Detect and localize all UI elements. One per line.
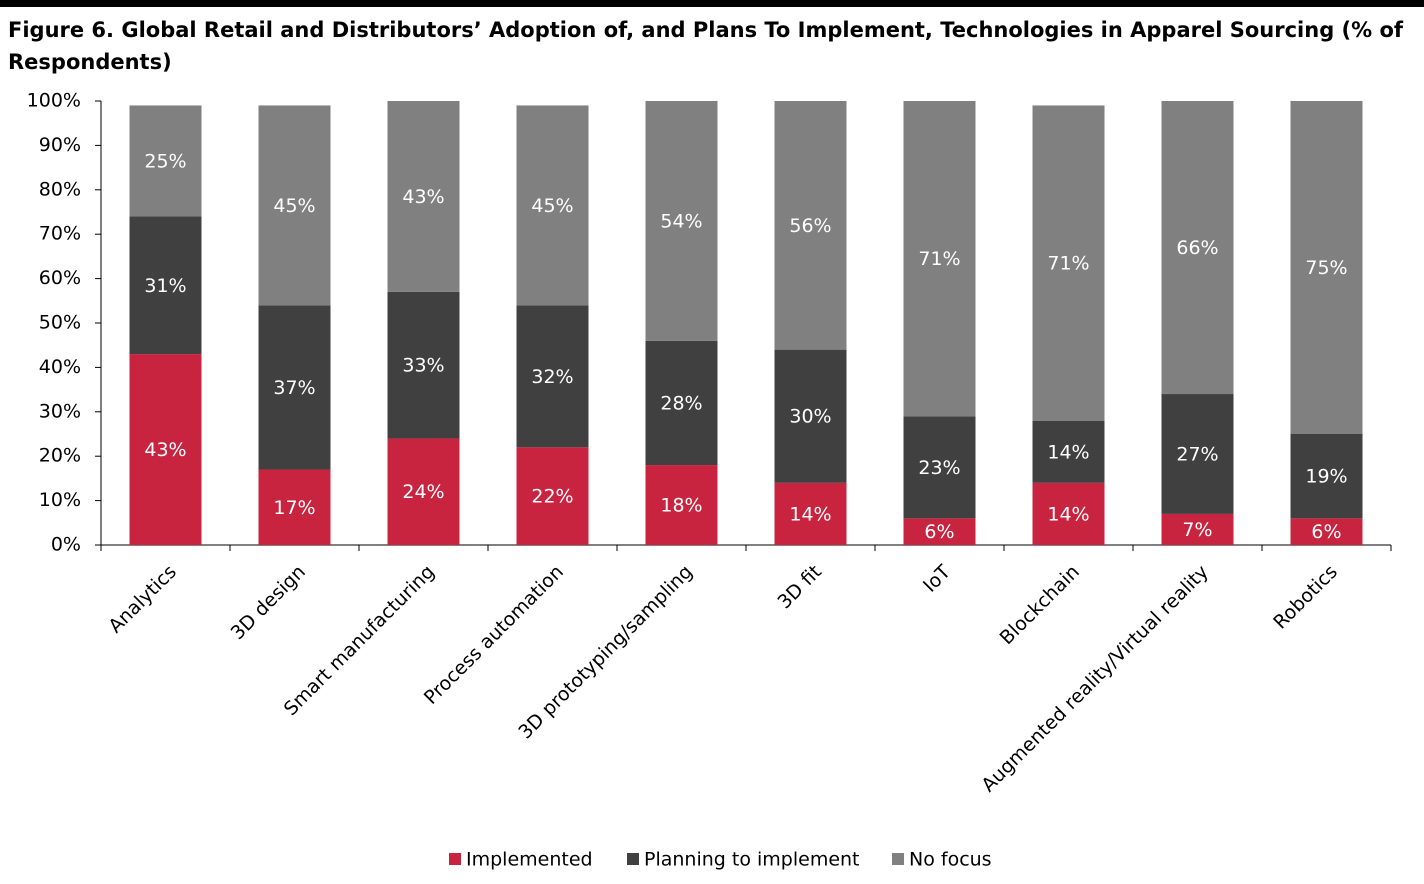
data-label: 18% [660, 495, 702, 517]
bar-segment [129, 216, 202, 355]
x-tick-label: IoT [919, 561, 955, 597]
data-label: 43% [144, 439, 186, 461]
y-tick-label: 20% [39, 445, 81, 467]
x-tick-label: Robotics [1269, 561, 1342, 634]
data-label: 25% [144, 150, 186, 172]
chart-title: Figure 6. Global Retail and Distributors… [8, 18, 1404, 74]
y-tick-label: 10% [39, 489, 81, 511]
bar-segment [129, 354, 202, 545]
legend-label: Planning to implement [644, 849, 860, 871]
x-tick-label: 3D fit [773, 561, 825, 613]
bar-segment [1290, 101, 1363, 434]
data-label: 37% [273, 377, 315, 399]
data-label: 14% [1047, 441, 1089, 463]
y-tick-label: 0% [51, 534, 81, 556]
bar-segment [645, 465, 718, 545]
bar-segment [516, 447, 589, 545]
bar-segment [1032, 105, 1105, 421]
data-label: 31% [144, 275, 186, 297]
data-label: 30% [789, 406, 831, 428]
data-label: 19% [1305, 466, 1347, 488]
bar-segment [387, 291, 460, 439]
data-label: 27% [1176, 443, 1218, 465]
data-label: 32% [531, 366, 573, 388]
y-tick-label: 80% [39, 178, 81, 200]
bar-segment [903, 518, 976, 545]
data-label: 45% [273, 195, 315, 217]
data-label: 24% [402, 481, 444, 503]
data-label: 14% [1047, 503, 1089, 525]
data-label: 45% [531, 195, 573, 217]
bar-segment [903, 416, 976, 519]
bar-segment [258, 469, 331, 545]
data-label: 17% [273, 497, 315, 519]
data-label: 66% [1176, 237, 1218, 259]
y-tick-label: 90% [39, 134, 81, 156]
bar-segment [774, 482, 847, 545]
x-tick-label: Smart manufacturing [280, 561, 439, 720]
data-label: 6% [1311, 521, 1341, 543]
bar-segment [1290, 518, 1363, 545]
data-label: 22% [531, 486, 573, 508]
bar-segment [645, 340, 718, 466]
data-label: 56% [789, 215, 831, 237]
bar-segment [387, 101, 460, 292]
bar-segment [1032, 482, 1105, 545]
data-label: 28% [660, 392, 702, 414]
data-label: 23% [918, 457, 960, 479]
bar-segment [1032, 420, 1105, 483]
y-tick-label: 100% [27, 90, 81, 112]
y-tick-label: 30% [39, 400, 81, 422]
y-tick-label: 40% [39, 356, 81, 378]
bar-segment [774, 349, 847, 483]
data-label: 33% [402, 355, 444, 377]
legend-label: No focus [909, 849, 992, 871]
x-tick-label: Blockchain [996, 561, 1084, 649]
top-rule [0, 0, 1424, 7]
data-label: 7% [1182, 519, 1212, 541]
data-label: 71% [1047, 253, 1089, 275]
bar-segment [903, 101, 976, 417]
x-tick-label: Process automation [420, 561, 568, 709]
bar-segment [774, 101, 847, 350]
bar-segment [1290, 434, 1363, 519]
bar-segment [258, 105, 331, 306]
data-label: 6% [924, 521, 954, 543]
y-tick-label: 50% [39, 312, 81, 334]
legend-swatch [449, 853, 461, 865]
bar-segment [645, 101, 718, 341]
y-tick-label: 70% [39, 223, 81, 245]
legend-label: Implemented [466, 849, 593, 871]
x-tick-label: 3D design [227, 561, 310, 644]
bar-segment [258, 305, 331, 470]
title-box: Figure 6. Global Retail and Distributors… [8, 18, 1404, 74]
bar-segment [516, 105, 589, 306]
bar-segment [1161, 394, 1234, 514]
bar-segment [1161, 513, 1234, 545]
y-tick-label: 60% [39, 267, 81, 289]
data-label: 75% [1305, 257, 1347, 279]
x-tick-label: Analytics [104, 561, 181, 638]
x-tick-label: Augmented reality/Virtual reality [977, 561, 1213, 797]
data-label: 54% [660, 210, 702, 232]
bar-segment [516, 305, 589, 448]
legend-swatch [627, 853, 639, 865]
bar-segment [129, 105, 202, 217]
data-label: 71% [918, 248, 960, 270]
bar-segment [1161, 101, 1234, 395]
data-label: 43% [402, 186, 444, 208]
legend-swatch [892, 853, 904, 865]
data-label: 14% [789, 503, 831, 525]
bar-segment [387, 438, 460, 545]
